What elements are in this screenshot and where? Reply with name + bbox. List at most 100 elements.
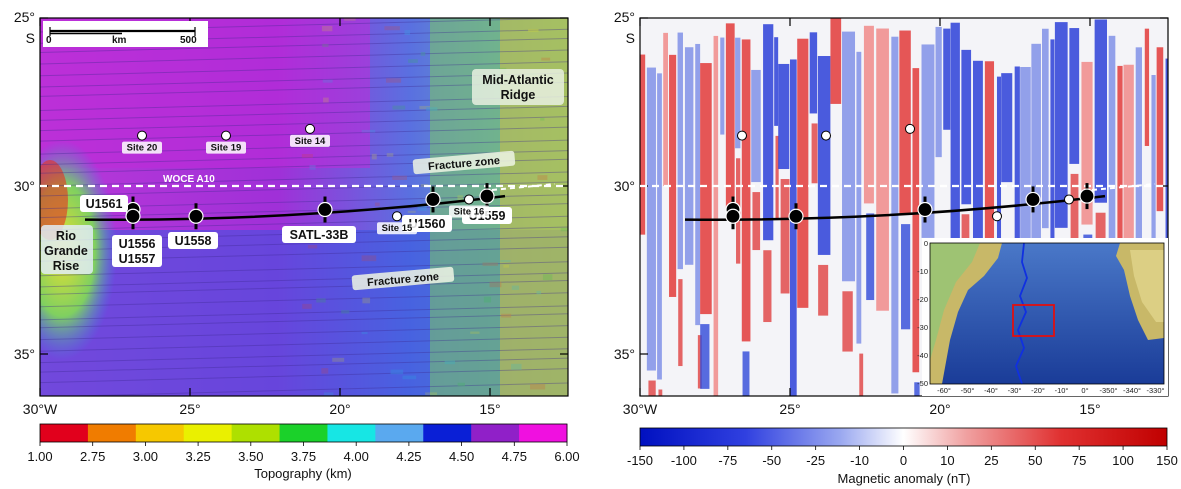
site-label: Site 14: [295, 136, 326, 147]
anomaly-stripe: [866, 213, 875, 301]
inset-y-label: -50: [917, 379, 928, 388]
relief-patch: [404, 30, 411, 35]
mar-label-box: [472, 69, 564, 105]
anomaly-stripe: [1050, 39, 1055, 241]
colorbar-tick-label: -100: [671, 453, 697, 468]
lat-label: 35°: [614, 346, 635, 362]
anomaly-stripe: [775, 135, 779, 220]
relief-patch: [344, 18, 356, 21]
anomaly-stripe: [714, 411, 718, 489]
lat-label: 30°: [614, 178, 635, 194]
magnetic-stripes: [640, 18, 1168, 489]
relief-patch: [307, 244, 318, 249]
relief-patch: [362, 297, 371, 304]
map-frame: [39, 17, 569, 397]
inset-y-label: -40: [917, 351, 928, 360]
relief-patch: [537, 175, 548, 180]
inset-x-label: -40°: [984, 386, 998, 395]
colorbar-tick-label: -10: [850, 453, 869, 468]
anomaly-stripe: [774, 37, 779, 126]
u1561-box: [80, 195, 128, 212]
dsdp-site-marker: [1064, 194, 1074, 205]
relief-patch: [540, 117, 545, 121]
colorbar-tick-label: 4.00: [344, 449, 369, 464]
colorbar-segment: [87, 424, 137, 442]
anomaly-stripe: [684, 47, 694, 265]
colorbar-tick-label: 3.25: [185, 449, 210, 464]
relief-patch: [361, 255, 377, 262]
anomaly-stripe: [1031, 43, 1041, 395]
expedition-site-marker: [425, 191, 441, 208]
colorbar-segment: [519, 424, 568, 442]
inset-x-label: -20°: [1031, 386, 1045, 395]
relief-patch: [392, 105, 406, 110]
dsdp-site-marker: [392, 211, 402, 222]
dsdp-site-marker: [464, 194, 474, 205]
inset-x-label: -60°: [937, 386, 951, 395]
colorbar-segment: [279, 424, 328, 442]
anomaly-stripe: [996, 76, 1002, 396]
anomaly-stripe: [751, 69, 761, 183]
left-overlays: 0 km 500 WOCE A10 Mid-Atlantic Ridge Rio…: [40, 21, 568, 291]
relief-patch: [457, 195, 463, 201]
anomaly-stripe: [901, 224, 911, 330]
lon-label: 30°W: [623, 401, 658, 417]
anomaly-stripe: [863, 25, 874, 204]
fracture-lineation: [40, 236, 568, 252]
colorbar-tick-label: -50: [762, 453, 781, 468]
expedition-site-marker: [1079, 188, 1095, 204]
fracture-lineation: [40, 181, 568, 197]
fracture-lineation: [40, 37, 568, 53]
anomaly-stripe: [725, 23, 735, 210]
anomaly-stripe: [1054, 22, 1068, 228]
south-america-lowland: [930, 243, 980, 360]
anomaly-stripe: [1020, 66, 1031, 348]
anomaly-stripe: [763, 250, 772, 323]
woce-label: WOCE A10: [163, 174, 215, 185]
inset-x-label: -30°: [1008, 386, 1022, 395]
rgr-label-line3: Rise: [53, 259, 79, 273]
lat-label: S: [626, 30, 635, 46]
anomaly-stripe: [1042, 28, 1049, 229]
relief-patch: [309, 165, 316, 170]
site-markers: [725, 123, 1095, 230]
lat-label: 35°: [14, 346, 35, 362]
relief-patch: [386, 78, 402, 83]
site-label: Site 19: [211, 143, 242, 154]
u1556-label: U1556: [119, 237, 156, 251]
relief-patch: [374, 202, 380, 207]
lat-label: 30°: [14, 178, 35, 194]
fracture-lineation: [40, 171, 568, 187]
site-markers: [125, 123, 495, 230]
anomaly-stripe: [700, 324, 710, 389]
anomaly-stripe: [972, 60, 983, 396]
anomaly-stripe: [720, 37, 725, 135]
anomaly-stripe: [1001, 73, 1013, 183]
colorbar-tick-label: 6.00: [554, 449, 579, 464]
site-label: Site 20: [127, 143, 158, 154]
anomaly-stripe: [657, 73, 662, 380]
expedition-site-marker: [917, 201, 933, 218]
right-overlays: 0 -10 -20 -30 -40 -50 -60° -50° -40° -30° -20° -10°…: [640, 123, 1168, 396]
anomaly-stripe: [735, 37, 741, 149]
fracture-lineation: [40, 313, 568, 329]
anomaly-stripe: [640, 54, 646, 235]
anomaly-stripe: [700, 63, 712, 315]
lon-label: 20°: [329, 401, 350, 417]
colorbar-tick-label: 10: [940, 453, 954, 468]
relief-patch: [417, 205, 427, 211]
anomaly-stripe: [1014, 66, 1020, 388]
relief-patch: [425, 392, 438, 396]
colorbar-tick-label: 3.00: [133, 449, 158, 464]
inset-y-label: -20: [917, 295, 928, 304]
relief-patch: [541, 57, 551, 61]
colorbar-tick-label: 2.75: [80, 449, 105, 464]
relief-patch: [322, 79, 333, 83]
anomaly-stripe: [1069, 28, 1080, 164]
inset-x-label: -340°: [1123, 386, 1141, 395]
fracture-lineation: [40, 49, 568, 65]
colorbar-segment: [423, 424, 472, 442]
anomaly-stripe: [791, 410, 796, 489]
magnetic-colorbar-ramp: [639, 427, 1168, 447]
anomaly-stripe: [697, 335, 702, 389]
